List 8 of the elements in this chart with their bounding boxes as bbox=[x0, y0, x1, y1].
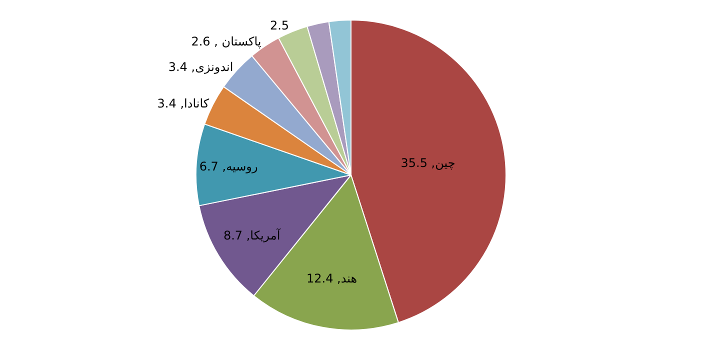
slice-label: روسیه, 6.7 bbox=[199, 160, 258, 174]
data-label: 2.5 bbox=[270, 18, 290, 32]
slice-label: آمریکا, 8.7 bbox=[223, 228, 281, 243]
slice-label: کانادا, 3.4 bbox=[157, 96, 210, 110]
slice-label: اندونزی, 3.4 bbox=[168, 60, 234, 74]
slice-label: هند, 12.4 bbox=[306, 271, 358, 286]
slice-label: پاکستان , 2.6 bbox=[191, 34, 262, 48]
slice-label: چین, 35.5 bbox=[400, 156, 456, 170]
